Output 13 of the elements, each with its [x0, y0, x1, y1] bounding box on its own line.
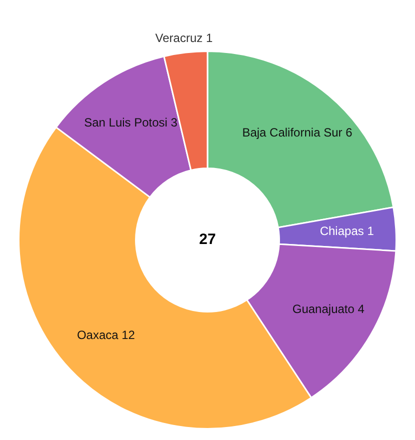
- text: 27: [199, 231, 216, 248]
- data-label: 1: [367, 224, 374, 238]
- slice-label: Guanajuato: [292, 302, 358, 316]
- data-label: 3: [170, 116, 178, 130]
- slice-label: San Luis Potosi: [84, 116, 171, 130]
- slice-label: Baja California Sur: [242, 125, 346, 140]
- data-label: 1: [206, 30, 213, 45]
- data-label: 12: [122, 328, 136, 342]
- slice-label: Veracruz: [155, 30, 206, 45]
- data-label: 6: [346, 125, 353, 140]
- data-label: 4: [358, 302, 365, 316]
- slice-label: Chiapas: [320, 224, 368, 238]
- slice-label: Oaxaca: [76, 328, 122, 342]
